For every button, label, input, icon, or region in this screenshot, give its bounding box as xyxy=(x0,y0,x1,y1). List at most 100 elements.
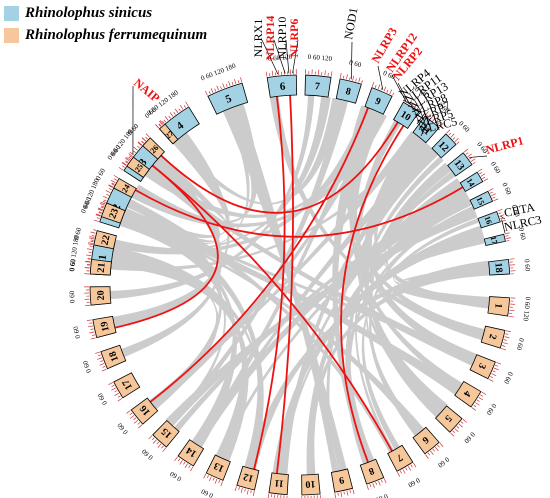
tick-label: 0 xyxy=(268,55,273,63)
tick-mark xyxy=(432,118,435,122)
chromosome-label: 19 xyxy=(99,320,112,332)
tick-mark xyxy=(90,337,96,340)
tick-mark xyxy=(500,217,504,220)
tick-mark xyxy=(128,153,133,157)
tick-mark xyxy=(178,108,181,112)
tick-label: 60 xyxy=(523,262,532,272)
tick-mark xyxy=(250,490,252,494)
tick-label-group: 0 60 xyxy=(94,167,107,182)
tick-mark xyxy=(137,424,143,429)
tick-mark xyxy=(179,105,184,110)
chromosome-ferrumequinum-13 xyxy=(205,454,231,481)
tick-mark xyxy=(452,137,456,140)
tick-label: 0 xyxy=(517,337,526,343)
tick-label-group: 0 60 xyxy=(517,227,528,241)
tick-label-group: 0 60 xyxy=(382,69,397,81)
tick-mark xyxy=(508,315,514,318)
tick-mark xyxy=(100,201,106,205)
tick-mark xyxy=(392,92,395,96)
tick-mark xyxy=(419,106,423,112)
tick-mark xyxy=(471,407,477,411)
tick-mark xyxy=(111,183,115,186)
tick-mark xyxy=(174,456,178,462)
tick-mark xyxy=(488,378,494,382)
tick-mark xyxy=(437,122,440,126)
chromosome-label: 18 xyxy=(107,350,121,363)
tick-mark xyxy=(145,136,148,140)
ortholog-link xyxy=(135,186,464,238)
tick-label: 0 xyxy=(348,58,354,67)
tick-mark xyxy=(108,188,112,191)
chromosome-label: 8 xyxy=(367,465,376,477)
tick-mark xyxy=(244,488,246,492)
tick-label-group: 0 60 xyxy=(348,58,362,69)
tick-mark xyxy=(452,430,456,434)
tick-label: 0 xyxy=(79,208,88,215)
synteny-link xyxy=(246,260,490,470)
gene-leader-line xyxy=(350,41,353,80)
tick-mark xyxy=(502,342,508,345)
tick-mark xyxy=(502,345,506,347)
chromosome-ring: 1234567891011121314151617181234567891011… xyxy=(89,74,511,496)
tick-label: 60 xyxy=(416,87,428,99)
chromosome-ferrumequinum-18 xyxy=(100,344,127,370)
tick-mark xyxy=(492,370,496,373)
tick-mark xyxy=(183,461,186,465)
tick-mark xyxy=(437,444,440,448)
tick-label-group: 0 60 xyxy=(406,476,421,489)
tick-mark xyxy=(374,84,377,88)
tick-mark xyxy=(102,195,108,199)
tick-label-group: 0 60 xyxy=(81,196,93,211)
tick-label: 0 xyxy=(208,490,215,498)
legend-swatch-ferrumequinum xyxy=(4,27,19,43)
tick-mark xyxy=(383,478,387,484)
tick-mark xyxy=(383,86,387,92)
tick-mark xyxy=(108,184,114,188)
tick-mark xyxy=(439,442,444,448)
chromosome-ferrumequinum-5 xyxy=(434,405,463,433)
gene-leader-line xyxy=(414,111,422,119)
tick-mark xyxy=(208,476,212,482)
tick-mark xyxy=(476,399,480,402)
tick-mark xyxy=(86,254,92,256)
chromosome-label: 5 xyxy=(224,92,234,105)
tick-mark xyxy=(237,80,240,84)
tick-label-group: 0 60 120 xyxy=(268,53,294,63)
tick-label-group: 0 60 xyxy=(515,337,526,351)
chromosome-label: 16 xyxy=(483,215,494,225)
tick-mark xyxy=(98,212,102,214)
tick-label: 60 xyxy=(82,196,93,208)
tick-mark xyxy=(389,89,393,95)
gene-leader-line xyxy=(261,39,279,75)
chromosome-ferrumequinum-9 xyxy=(330,468,354,493)
chromosome-label: 2 xyxy=(486,333,498,341)
tick-mark xyxy=(380,479,383,483)
tick-mark xyxy=(114,178,117,181)
tick-mark xyxy=(85,261,91,263)
tick-label: 120 xyxy=(521,308,530,322)
tick-mark xyxy=(450,133,455,138)
synteny-link xyxy=(165,207,478,427)
tick-mark xyxy=(496,362,502,365)
chromosome-ferrumequinum-27 xyxy=(158,123,179,145)
tick-label: 0 xyxy=(81,204,90,211)
tick-label: 0 xyxy=(84,367,93,374)
tick-label: 60 xyxy=(374,493,386,498)
tick-mark xyxy=(509,258,515,260)
tick-mark xyxy=(95,214,101,217)
tick-mark xyxy=(91,334,96,336)
synteny-link xyxy=(365,162,450,434)
tick-mark xyxy=(97,208,103,212)
gene-label-nod1: NOD1 xyxy=(341,7,360,41)
tick-label: 0 xyxy=(68,299,76,303)
tick-mark xyxy=(497,209,503,212)
tick-label-group: 0 60 120 180 xyxy=(200,62,238,83)
tick-mark xyxy=(501,348,507,351)
tick-mark xyxy=(399,470,402,474)
chromosome-label: 13 xyxy=(212,460,226,474)
gene-leader-line xyxy=(407,105,416,108)
tick-mark xyxy=(89,331,95,334)
tick-mark xyxy=(477,168,483,172)
chromosome-label: 8 xyxy=(344,86,352,98)
